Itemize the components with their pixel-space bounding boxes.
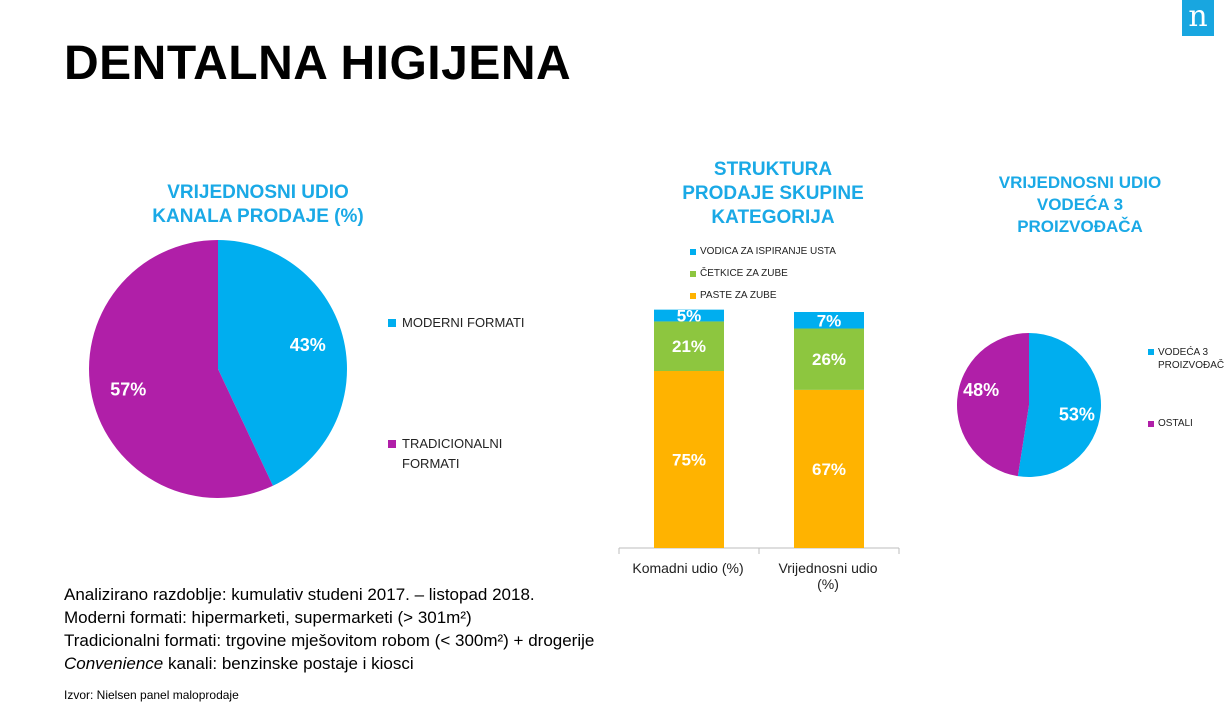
stacked-bar-chart: 75% 21% 5% 67% 26% 7% bbox=[618, 307, 900, 554]
pie-slice-label: 57% bbox=[110, 379, 146, 399]
legend-label: VODICA ZA ISPIRANJE USTA bbox=[700, 246, 836, 257]
legend-label: PROIZVOĐAČA bbox=[1158, 360, 1224, 371]
pie2-title-line: PROIZVOĐAČA bbox=[1017, 217, 1143, 237]
legend-swatch bbox=[1148, 349, 1154, 355]
pie1-title: VRIJEDNOSNI UDIO KANALA PRODAJE (%) bbox=[118, 181, 398, 229]
legend-item-moderni: MODERNI FORMATI bbox=[388, 315, 525, 330]
pie-chart-sales-channels: 43% 57% bbox=[89, 240, 348, 498]
bar-segment bbox=[654, 309, 724, 322]
legend-item-vodica: VODICA ZA ISPIRANJE USTA bbox=[690, 246, 836, 257]
pie-chart-top-producers: 53% 48% bbox=[956, 333, 1101, 477]
legend-swatch bbox=[690, 249, 696, 255]
pie-slice bbox=[1017, 333, 1101, 477]
legend-label: FORMATI bbox=[402, 456, 460, 471]
note-line: Tradicionalni formati: trgovine mješovit… bbox=[64, 631, 595, 650]
legend-swatch bbox=[1148, 421, 1154, 427]
bar-segment bbox=[654, 321, 724, 371]
legend-label: MODERNI FORMATI bbox=[402, 315, 525, 330]
pie-slice bbox=[956, 333, 1029, 477]
legend-swatch bbox=[388, 440, 396, 448]
bar-segment bbox=[794, 312, 864, 329]
legend-item-tradicionalni: TRADICIONALNI FORMATI bbox=[388, 434, 502, 474]
legend-label: PASTE ZA ZUBE bbox=[700, 290, 777, 301]
source-note: Izvor: Nielsen panel maloprodaje bbox=[64, 688, 239, 702]
note-text: kanali: benzinske postaje i kiosci bbox=[163, 654, 414, 673]
legend-swatch bbox=[690, 271, 696, 277]
bar-data-label: 67% bbox=[812, 460, 846, 479]
bar-title: STRUKTURA PRODAJE SKUPINE KATEGORIJA bbox=[640, 158, 906, 229]
legend-swatch bbox=[388, 319, 396, 327]
legend-label: ČETKICE ZA ZUBE bbox=[700, 268, 788, 279]
pie1-legend: MODERNI FORMATI TRADICIONALNI FORMATI bbox=[388, 315, 568, 475]
bar-category-line: Komadni udio (%) bbox=[632, 560, 744, 576]
bar-category-line: Vrijednosni udio bbox=[778, 560, 878, 576]
legend-swatch bbox=[690, 293, 696, 299]
bar-segment bbox=[794, 328, 864, 390]
bar-data-label: 26% bbox=[812, 350, 846, 369]
note-emphasis: Convenience bbox=[64, 654, 164, 673]
legend-label: TRADICIONALNI bbox=[402, 436, 503, 451]
legend-item-ostali: OSTALI bbox=[1148, 418, 1193, 429]
pie1-title-line: KANALA PRODAJE (%) bbox=[152, 205, 364, 227]
bar-title-line: STRUKTURA bbox=[713, 159, 833, 180]
notes: Analizirano razdoblje: kumulativ studeni… bbox=[64, 583, 594, 675]
note-line: Analizirano razdoblje: kumulativ studeni… bbox=[64, 585, 535, 604]
legend-item-vodeca3: VODEĆA 3 PROIZVOĐAČA bbox=[1148, 346, 1224, 372]
pie2-title-line: VRIJEDNOSNI UDIO bbox=[998, 173, 1162, 192]
bar-title-line: PRODAJE SKUPINE bbox=[682, 182, 864, 204]
pie1-title-line: VRIJEDNOSNI UDIO bbox=[167, 182, 349, 203]
legend-label: VODEĆA 3 bbox=[1158, 347, 1209, 358]
bar-data-label: 21% bbox=[672, 337, 706, 356]
nielsen-logo: n bbox=[1182, 0, 1214, 36]
page-title: DENTALNA HIGIJENA bbox=[64, 37, 572, 90]
bar-data-label: 5% bbox=[677, 307, 702, 326]
pie2-title-line: VODEĆA 3 bbox=[1036, 195, 1124, 215]
note-line: Convenience kanali: benzinske postaje i … bbox=[64, 652, 594, 675]
bar-category-line: (%) bbox=[817, 576, 839, 592]
pie-slice bbox=[89, 240, 273, 498]
bar-category-label: Vrijednosni udio (%) bbox=[758, 560, 898, 592]
bar-category-label: Komadni udio (%) bbox=[619, 560, 757, 576]
legend-item-cetkice: ČETKICE ZA ZUBE bbox=[690, 268, 788, 279]
pie2-title: VRIJEDNOSNI UDIO VODEĆA 3 PROIZVOĐAČA bbox=[950, 172, 1210, 238]
bar-title-line: KATEGORIJA bbox=[711, 206, 835, 228]
note-line: Moderni formati: hipermarketi, supermark… bbox=[64, 608, 472, 627]
bar-legend: VODICA ZA ISPIRANJE USTA ČETKICE ZA ZUBE… bbox=[690, 246, 910, 306]
bar-segment bbox=[794, 389, 864, 548]
bar-data-label: 75% bbox=[672, 451, 706, 470]
bar-data-label: 7% bbox=[817, 311, 842, 330]
legend-label: OSTALI bbox=[1158, 418, 1193, 429]
pie-slice-label: 53% bbox=[1059, 405, 1095, 425]
pie-slice-label: 48% bbox=[963, 380, 999, 400]
pie-slice bbox=[218, 240, 348, 486]
pie2-legend: VODEĆA 3 PROIZVOĐAČA OSTALI bbox=[1148, 346, 1224, 436]
pie-slice-label: 43% bbox=[290, 335, 326, 355]
bar-segment bbox=[654, 371, 724, 548]
legend-item-paste: PASTE ZA ZUBE bbox=[690, 290, 777, 301]
